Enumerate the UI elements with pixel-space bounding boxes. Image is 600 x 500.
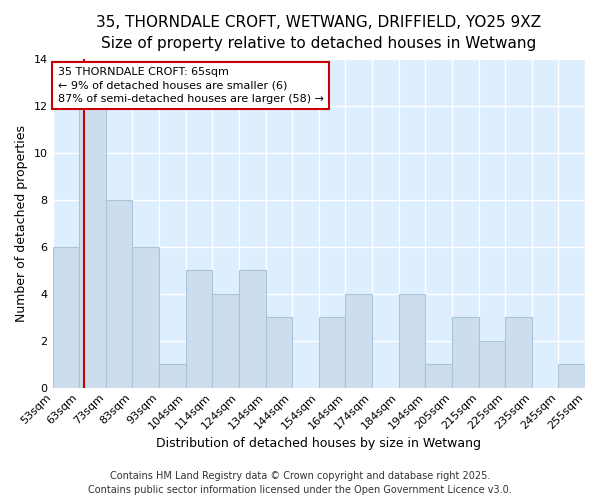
Text: 35 THORNDALE CROFT: 65sqm
← 9% of detached houses are smaller (6)
87% of semi-de: 35 THORNDALE CROFT: 65sqm ← 9% of detach… (58, 68, 324, 104)
Bar (346, 294, 372, 388)
Bar (133, 247, 159, 388)
Title: 35, THORNDALE CROFT, WETWANG, DRIFFIELD, YO25 9XZ
Size of property relative to d: 35, THORNDALE CROFT, WETWANG, DRIFFIELD,… (96, 15, 541, 51)
Text: Contains HM Land Registry data © Crown copyright and database right 2025.
Contai: Contains HM Land Registry data © Crown c… (88, 471, 512, 495)
Y-axis label: Number of detached properties: Number of detached properties (15, 125, 28, 322)
Bar (559, 364, 585, 388)
X-axis label: Distribution of detached houses by size in Wetwang: Distribution of detached houses by size … (156, 437, 481, 450)
Bar (319, 318, 346, 388)
Bar (79, 106, 106, 388)
Bar (505, 318, 532, 388)
Bar (452, 318, 479, 388)
Bar (53, 247, 79, 388)
Bar (239, 270, 266, 388)
Bar (398, 294, 425, 388)
Bar (185, 270, 212, 388)
Bar (212, 294, 239, 388)
Bar (479, 341, 505, 388)
Bar (266, 318, 292, 388)
Bar (425, 364, 452, 388)
Bar (106, 200, 133, 388)
Bar (159, 364, 185, 388)
